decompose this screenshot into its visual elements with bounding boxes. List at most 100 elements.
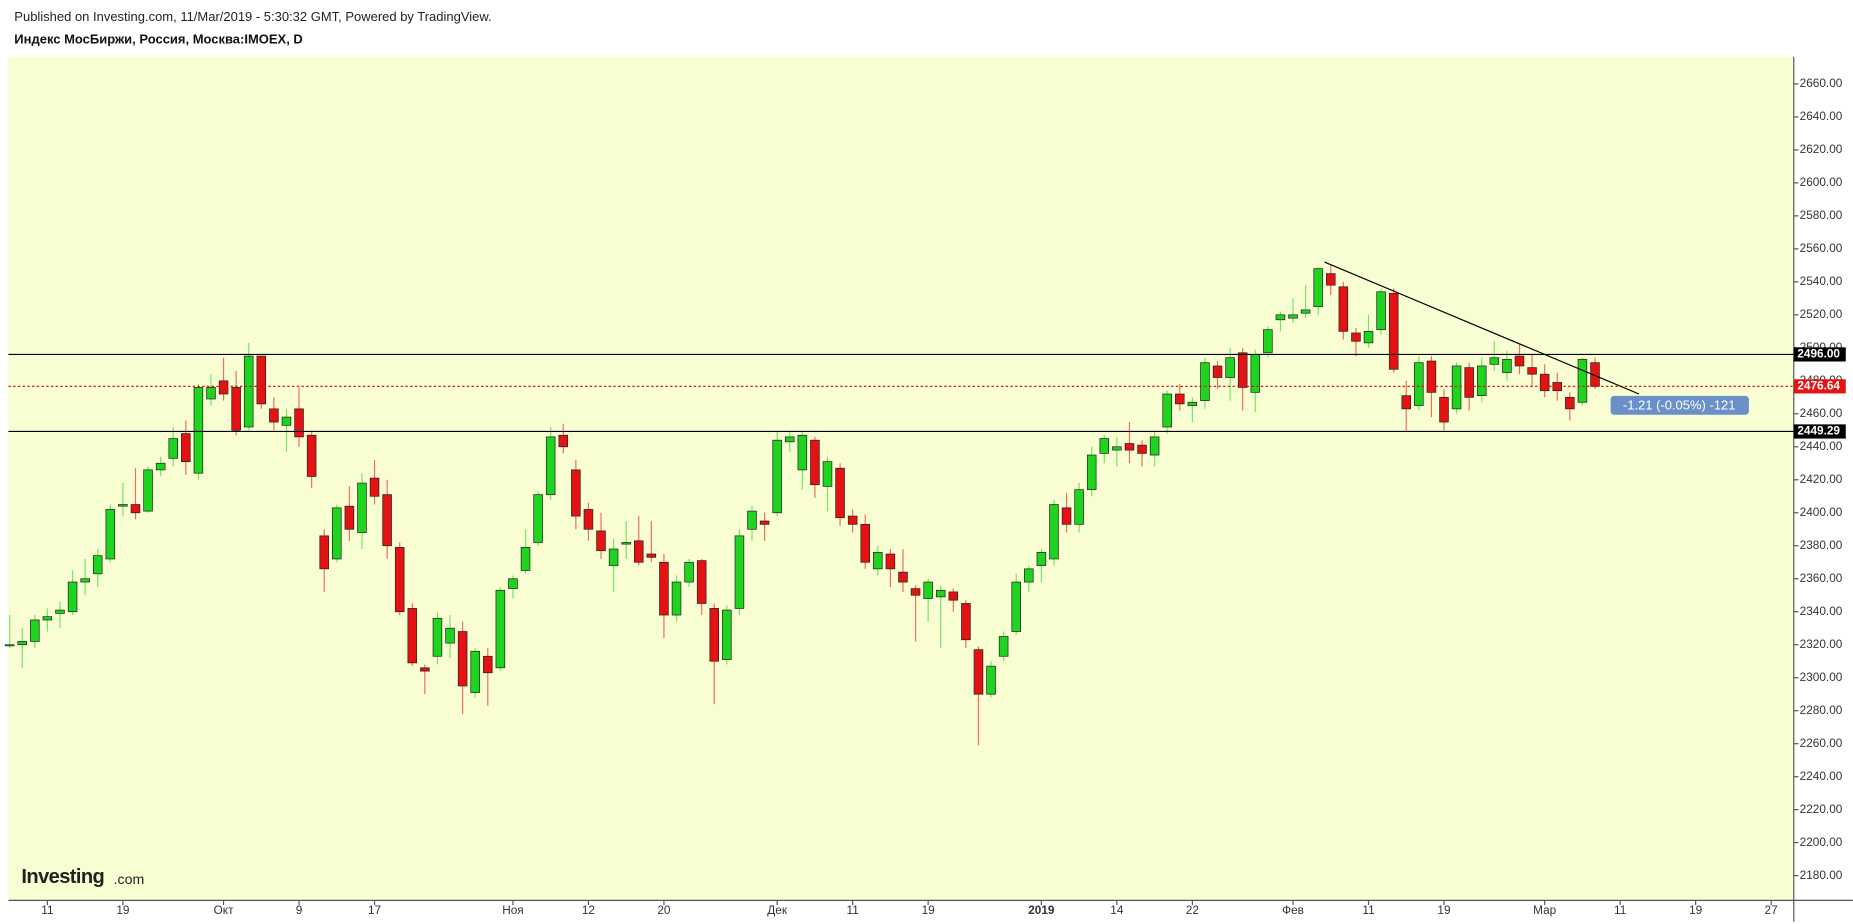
candle-body	[55, 609, 65, 614]
candle-body	[407, 608, 418, 664]
candle-body	[130, 504, 141, 514]
y-tick-label: 2340.00	[1800, 604, 1843, 618]
candle-body	[155, 462, 166, 471]
candle-body	[281, 416, 292, 426]
x-tick-label: 19	[116, 903, 129, 917]
candle-body	[1539, 373, 1550, 392]
candle-body	[810, 439, 820, 486]
x-tick-label: 2019	[1028, 903, 1055, 917]
candle-body	[4, 644, 15, 647]
y-tick-label: 2240.00	[1800, 769, 1843, 783]
candle-body	[294, 408, 304, 438]
y-tick-label: 2220.00	[1800, 802, 1843, 816]
candle-body	[935, 589, 946, 598]
level-price-box	[1793, 347, 1846, 362]
candle-body	[797, 434, 808, 471]
candle-body	[621, 542, 631, 545]
candle-body	[1200, 362, 1210, 401]
candle-body	[961, 603, 971, 641]
candle-body	[181, 433, 191, 462]
watermark-domain: .com	[114, 872, 145, 888]
candle-body	[1086, 454, 1097, 491]
candle-body	[885, 553, 896, 570]
x-tick-label: 11	[847, 903, 859, 917]
candle-body	[1338, 286, 1349, 332]
candle-body	[847, 515, 858, 525]
candle-body	[332, 507, 342, 560]
candle-body	[1137, 444, 1147, 454]
x-tick-label: 11	[1614, 903, 1626, 917]
candle-body	[1439, 396, 1449, 423]
y-tick-label: 2540.00	[1800, 274, 1843, 288]
x-tick-label: 19	[1689, 903, 1702, 917]
candle-body	[1263, 329, 1273, 354]
candle-body	[1565, 396, 1575, 410]
x-tick-label: 11	[1362, 903, 1374, 917]
candle-body	[1225, 357, 1235, 378]
y-tick-label: 2380.00	[1800, 538, 1843, 552]
candle-body	[80, 578, 90, 583]
candle-body	[898, 571, 908, 583]
y-tick-label: 2660.00	[1800, 76, 1843, 90]
candle-body	[369, 477, 380, 497]
candle-body	[1212, 365, 1223, 378]
x-tick-label: 20	[657, 903, 671, 917]
candle-body	[1489, 357, 1500, 365]
candle-body	[533, 494, 543, 543]
candle-body	[1237, 352, 1248, 388]
candle-body	[910, 588, 921, 596]
candle-body	[1552, 382, 1563, 392]
candle-body	[143, 469, 153, 512]
candle-body	[457, 631, 468, 687]
x-tick-label: 12	[582, 903, 595, 917]
candle-body	[193, 387, 204, 474]
y-tick-label: 2420.00	[1800, 472, 1843, 486]
tooltip-box	[1610, 395, 1749, 415]
candle-body	[30, 619, 40, 642]
level-price-box	[1793, 424, 1846, 439]
candle-body	[105, 509, 116, 560]
candle-body	[243, 355, 254, 428]
y-tick-label: 2440.00	[1800, 439, 1843, 453]
candle-body	[1351, 332, 1361, 342]
candle-body	[1275, 314, 1286, 321]
candle-body	[558, 434, 569, 448]
y-tick-label: 2620.00	[1800, 142, 1843, 156]
y-tick-label: 2280.00	[1800, 703, 1843, 717]
candle-body	[1187, 401, 1198, 406]
candle-body	[1326, 273, 1336, 286]
watermark-brand: Investing	[21, 866, 104, 888]
candle-body	[1527, 367, 1537, 375]
candle-body	[873, 551, 883, 570]
candle-body	[722, 609, 732, 660]
candle-body	[1124, 443, 1135, 451]
candle-body	[1401, 395, 1412, 410]
candle-body	[684, 561, 694, 583]
y-tick-label: 2200.00	[1800, 835, 1843, 849]
candle-body	[1313, 268, 1323, 307]
candle-body	[659, 561, 669, 616]
candle-body	[168, 438, 178, 459]
candle-body	[1451, 365, 1462, 410]
x-tick-label: 19	[922, 903, 935, 917]
plot-background	[8, 56, 1794, 901]
candle-body	[1363, 330, 1374, 344]
candle-body	[67, 581, 78, 613]
candle-body	[1036, 551, 1047, 566]
candle-body	[382, 494, 392, 547]
trendline	[1324, 261, 1640, 395]
y-tick-label: 2320.00	[1800, 637, 1843, 651]
candle-body	[1061, 507, 1072, 525]
x-tick-label: 14	[1110, 903, 1124, 917]
candle-body	[357, 482, 367, 533]
y-tick-label: 2460.00	[1800, 406, 1843, 420]
candle-body	[1388, 293, 1399, 370]
candle-body	[445, 627, 455, 644]
x-tick-label: 11	[41, 903, 53, 917]
level-price-label: 2449.29	[1797, 424, 1840, 438]
y-tick-label: 2300.00	[1800, 670, 1843, 684]
candle-body	[1464, 367, 1474, 398]
chart-title: Индекс МосБиржи, Россия, Москва:IMOEX, D	[14, 32, 302, 47]
candle-body	[1426, 360, 1437, 393]
